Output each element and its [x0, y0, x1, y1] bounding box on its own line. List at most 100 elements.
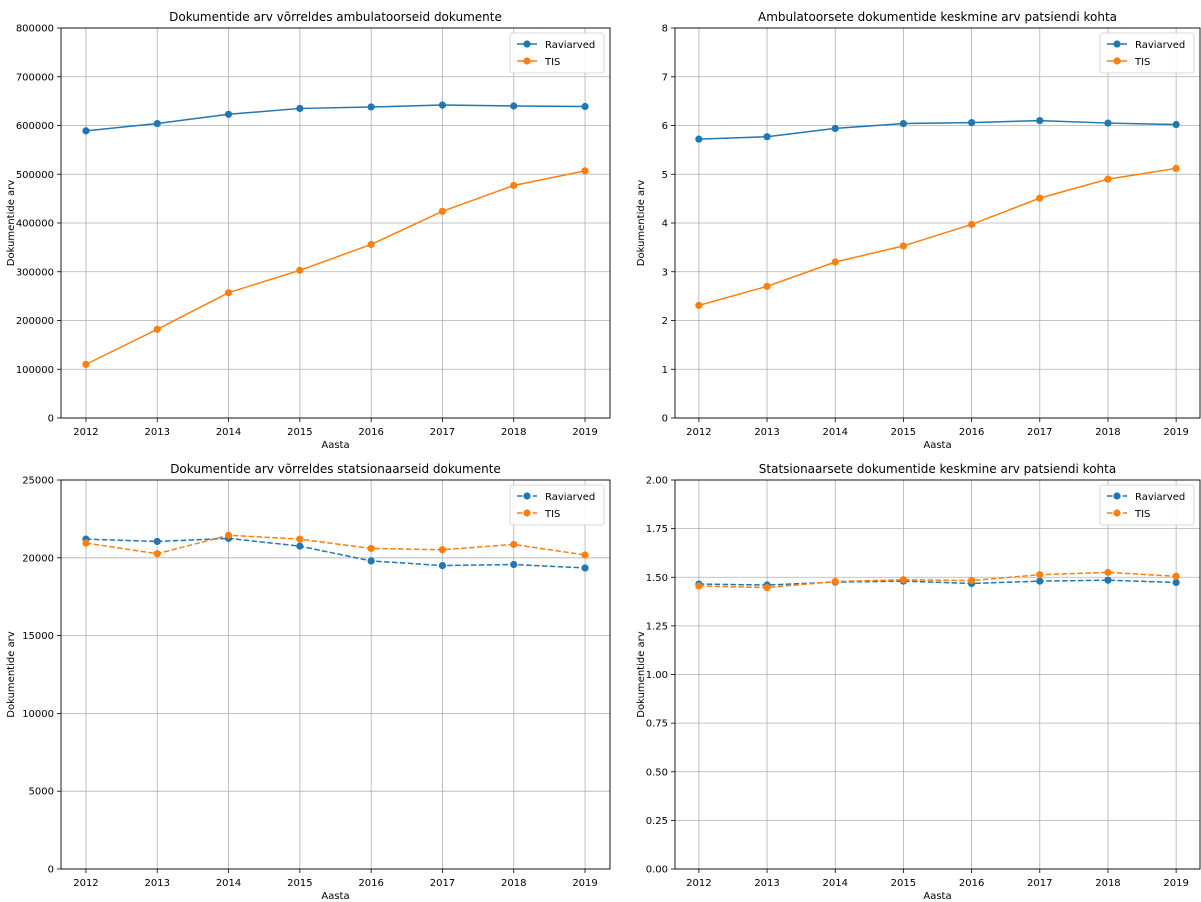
legend-label: TIS — [544, 57, 560, 68]
chart-panel-2: 2012 2013 2014 2015 2016 2017 2018 2019 0 1 2 3 4 5 6 7… — [636, 10, 1201, 451]
data-point-tis — [438, 546, 447, 554]
y-tick-label: 100000 — [16, 365, 54, 376]
data-point-raviarved — [296, 104, 304, 113]
data-point-tis — [153, 550, 161, 558]
x-tick-label: 2013 — [754, 878, 779, 889]
data-point-tis — [367, 544, 375, 553]
y-tick-label: 1 — [662, 365, 668, 376]
y-axis-label: Dokumentide arv — [636, 180, 647, 266]
legend-box — [1099, 484, 1195, 526]
y-axis-label: Dokumentide arv — [6, 180, 17, 266]
data-point-tis — [831, 258, 839, 266]
series-line-raviarved — [698, 119, 1177, 140]
plot-frame — [674, 27, 1201, 419]
y-tick-label: 2 — [662, 316, 668, 327]
data-point-tis — [153, 325, 161, 333]
legend-marker — [523, 57, 531, 65]
x-tick-label: 2015 — [287, 878, 312, 889]
data-point-raviarved — [367, 557, 375, 565]
x-tick-label: 2017 — [430, 427, 455, 438]
data-point-tis — [296, 266, 304, 274]
data-point-raviarved — [438, 101, 447, 109]
data-point-tis — [367, 240, 375, 249]
x-axis-label: Aasta — [321, 891, 349, 902]
x-tick-label: 2012 — [686, 878, 711, 889]
x-tick-label: 2013 — [145, 427, 170, 438]
data-point-raviarved — [695, 135, 703, 143]
chart-title: Dokumentide arv võrreldes ambulatoorseid… — [169, 10, 502, 24]
y-tick-label: 0.00 — [646, 865, 668, 876]
x-tick-label: 2019 — [1163, 878, 1188, 889]
legend-box — [509, 32, 605, 74]
series-line-raviarved — [698, 579, 1177, 586]
legend-label: Raviarved — [1135, 492, 1185, 503]
legend-label: Raviarved — [545, 40, 595, 51]
series-line-tis — [85, 534, 586, 556]
legend-label: Raviarved — [545, 492, 595, 503]
data-point-raviarved — [153, 119, 161, 128]
data-point-raviarved — [581, 564, 589, 572]
x-tick-label: 2016 — [959, 427, 984, 438]
data-point-tis — [438, 207, 447, 215]
legend-marker — [523, 492, 531, 500]
data-point-tis — [1104, 568, 1112, 576]
y-tick-label: 1.00 — [646, 670, 668, 681]
x-axis-label: Aasta — [923, 440, 951, 451]
data-point-tis — [224, 289, 233, 297]
data-point-tis — [224, 531, 233, 539]
data-point-raviarved — [510, 560, 518, 569]
plot-frame — [60, 479, 611, 870]
legend: Raviarved TIS — [1099, 484, 1195, 526]
x-tick-label: 2012 — [73, 878, 98, 889]
y-tick-label: 3 — [662, 267, 668, 278]
y-tick-label: 1.75 — [646, 524, 668, 535]
data-point-raviarved — [82, 127, 90, 135]
y-tick-label: 700000 — [16, 72, 54, 83]
legend-box — [509, 484, 605, 526]
data-point-raviarved — [581, 102, 589, 111]
y-tick-label: 500000 — [16, 170, 54, 181]
chart-title: Statsionaarsete dokumentide keskmine arv… — [759, 462, 1116, 476]
x-tick-label: 2013 — [145, 878, 170, 889]
x-axis-label: Aasta — [321, 440, 349, 451]
data-point-tis — [510, 540, 518, 549]
x-tick-label: 2012 — [686, 427, 711, 438]
data-point-tis — [695, 582, 703, 590]
y-tick-label: 400000 — [16, 219, 54, 230]
data-point-raviarved — [763, 133, 771, 141]
chart-panel-3: 2012 2013 2014 2015 2016 2017 2018 2019 0 5000 100… — [6, 462, 611, 902]
y-tick-label: 20000 — [22, 553, 54, 564]
x-tick-label: 2018 — [501, 878, 526, 889]
legend-box — [1099, 32, 1195, 74]
legend-marker — [1113, 40, 1121, 48]
data-point-tis — [82, 360, 90, 368]
data-point-raviarved — [510, 102, 518, 110]
x-axis-label: Aasta — [923, 891, 951, 902]
x-tick-label: 2016 — [358, 878, 383, 889]
x-tick-label: 2018 — [501, 427, 526, 438]
data-point-tis — [510, 181, 518, 190]
plot-frame — [60, 27, 611, 419]
data-point-tis — [695, 301, 703, 309]
data-point-tis — [1104, 175, 1112, 183]
series-line-raviarved — [85, 537, 586, 569]
x-tick-label: 2014 — [216, 878, 241, 889]
legend-label: TIS — [1134, 57, 1150, 68]
legend-label: Raviarved — [1135, 40, 1185, 51]
data-point-tis — [831, 577, 839, 586]
x-tick-label: 2014 — [216, 427, 241, 438]
data-point-raviarved — [967, 118, 976, 127]
data-point-raviarved — [296, 542, 304, 550]
x-tick-label: 2019 — [572, 427, 597, 438]
data-point-raviarved — [224, 110, 233, 118]
legend: Raviarved TIS — [509, 32, 605, 74]
x-tick-label: 2015 — [891, 427, 916, 438]
y-tick-label: 0 — [48, 865, 54, 876]
data-point-tis — [581, 167, 589, 175]
series-line-tis — [698, 167, 1177, 307]
x-tick-label: 2016 — [358, 427, 383, 438]
data-point-tis — [967, 576, 976, 585]
legend: Raviarved TIS — [509, 484, 605, 526]
x-tick-label: 2015 — [287, 427, 312, 438]
x-tick-label: 2019 — [1163, 427, 1188, 438]
